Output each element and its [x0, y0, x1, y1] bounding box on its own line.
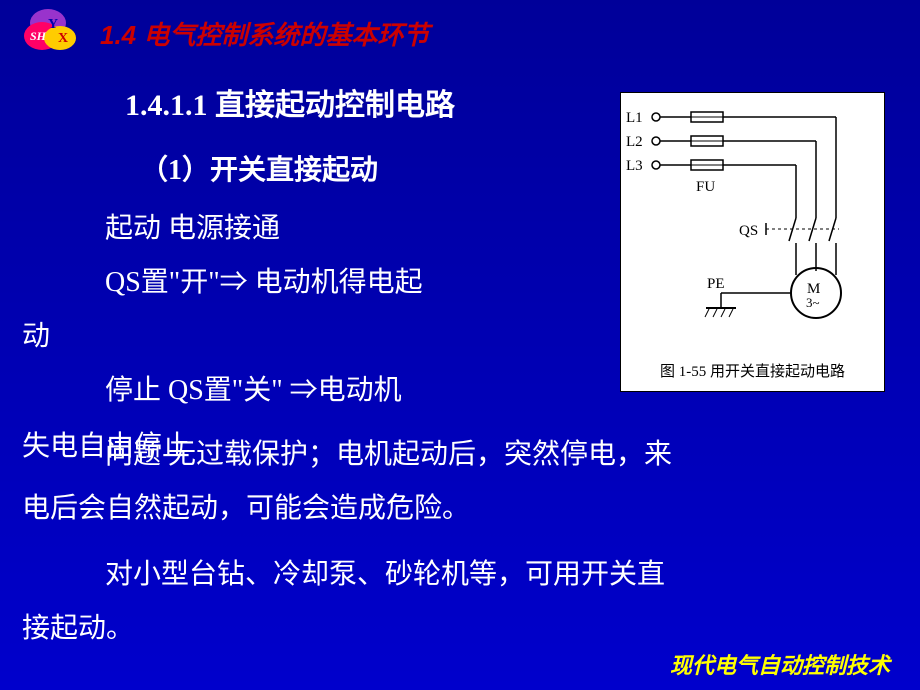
circuit-diagram: L1 L2 L3 FU QS M 3~ — [620, 92, 885, 392]
label-L3: L3 — [626, 158, 643, 174]
line-start: 起动 电源接通 — [105, 208, 585, 250]
line-duixiao: 对小型台钻、冷却泵、砂轮机等，可用开关直 — [105, 552, 895, 592]
footer-text: 现代电气自动控制技术 — [670, 648, 890, 680]
label-L2: L2 — [626, 134, 643, 150]
label-L1: L1 — [626, 110, 643, 126]
section-title: 1.4.1.1 直接起动控制电路 — [125, 80, 455, 124]
svg-text:Y: Y — [48, 17, 58, 32]
line-jieqi: 接起动。 — [22, 606, 134, 646]
line-qs: QS置"开"⇒ 电动机得电起 — [105, 262, 585, 304]
label-QS: QS — [739, 223, 758, 239]
svg-text:X: X — [58, 31, 68, 46]
chapter-title: 1.4 电气控制系统的基本环节 — [100, 15, 429, 52]
label-PE: PE — [707, 276, 725, 292]
line-wenti: 问题 无过载保护；电机起动后，突然停电，来 — [105, 432, 895, 472]
label-FU: FU — [696, 179, 715, 195]
logo-icon: SH Y X — [20, 8, 80, 53]
subsection-title: （1）开关直接起动 — [140, 148, 378, 188]
line-dianhou: 电后会自然起动，可能会造成危险。 — [22, 486, 892, 526]
line-dong: 动 — [22, 316, 50, 358]
svg-text:SH: SH — [30, 29, 47, 43]
line-stop: 停止 QS置"关" ⇒电动机 — [105, 370, 585, 412]
diagram-caption: 图 1-55 用开关直接起动电路 — [621, 360, 884, 381]
label-Msub: 3~ — [806, 295, 820, 310]
